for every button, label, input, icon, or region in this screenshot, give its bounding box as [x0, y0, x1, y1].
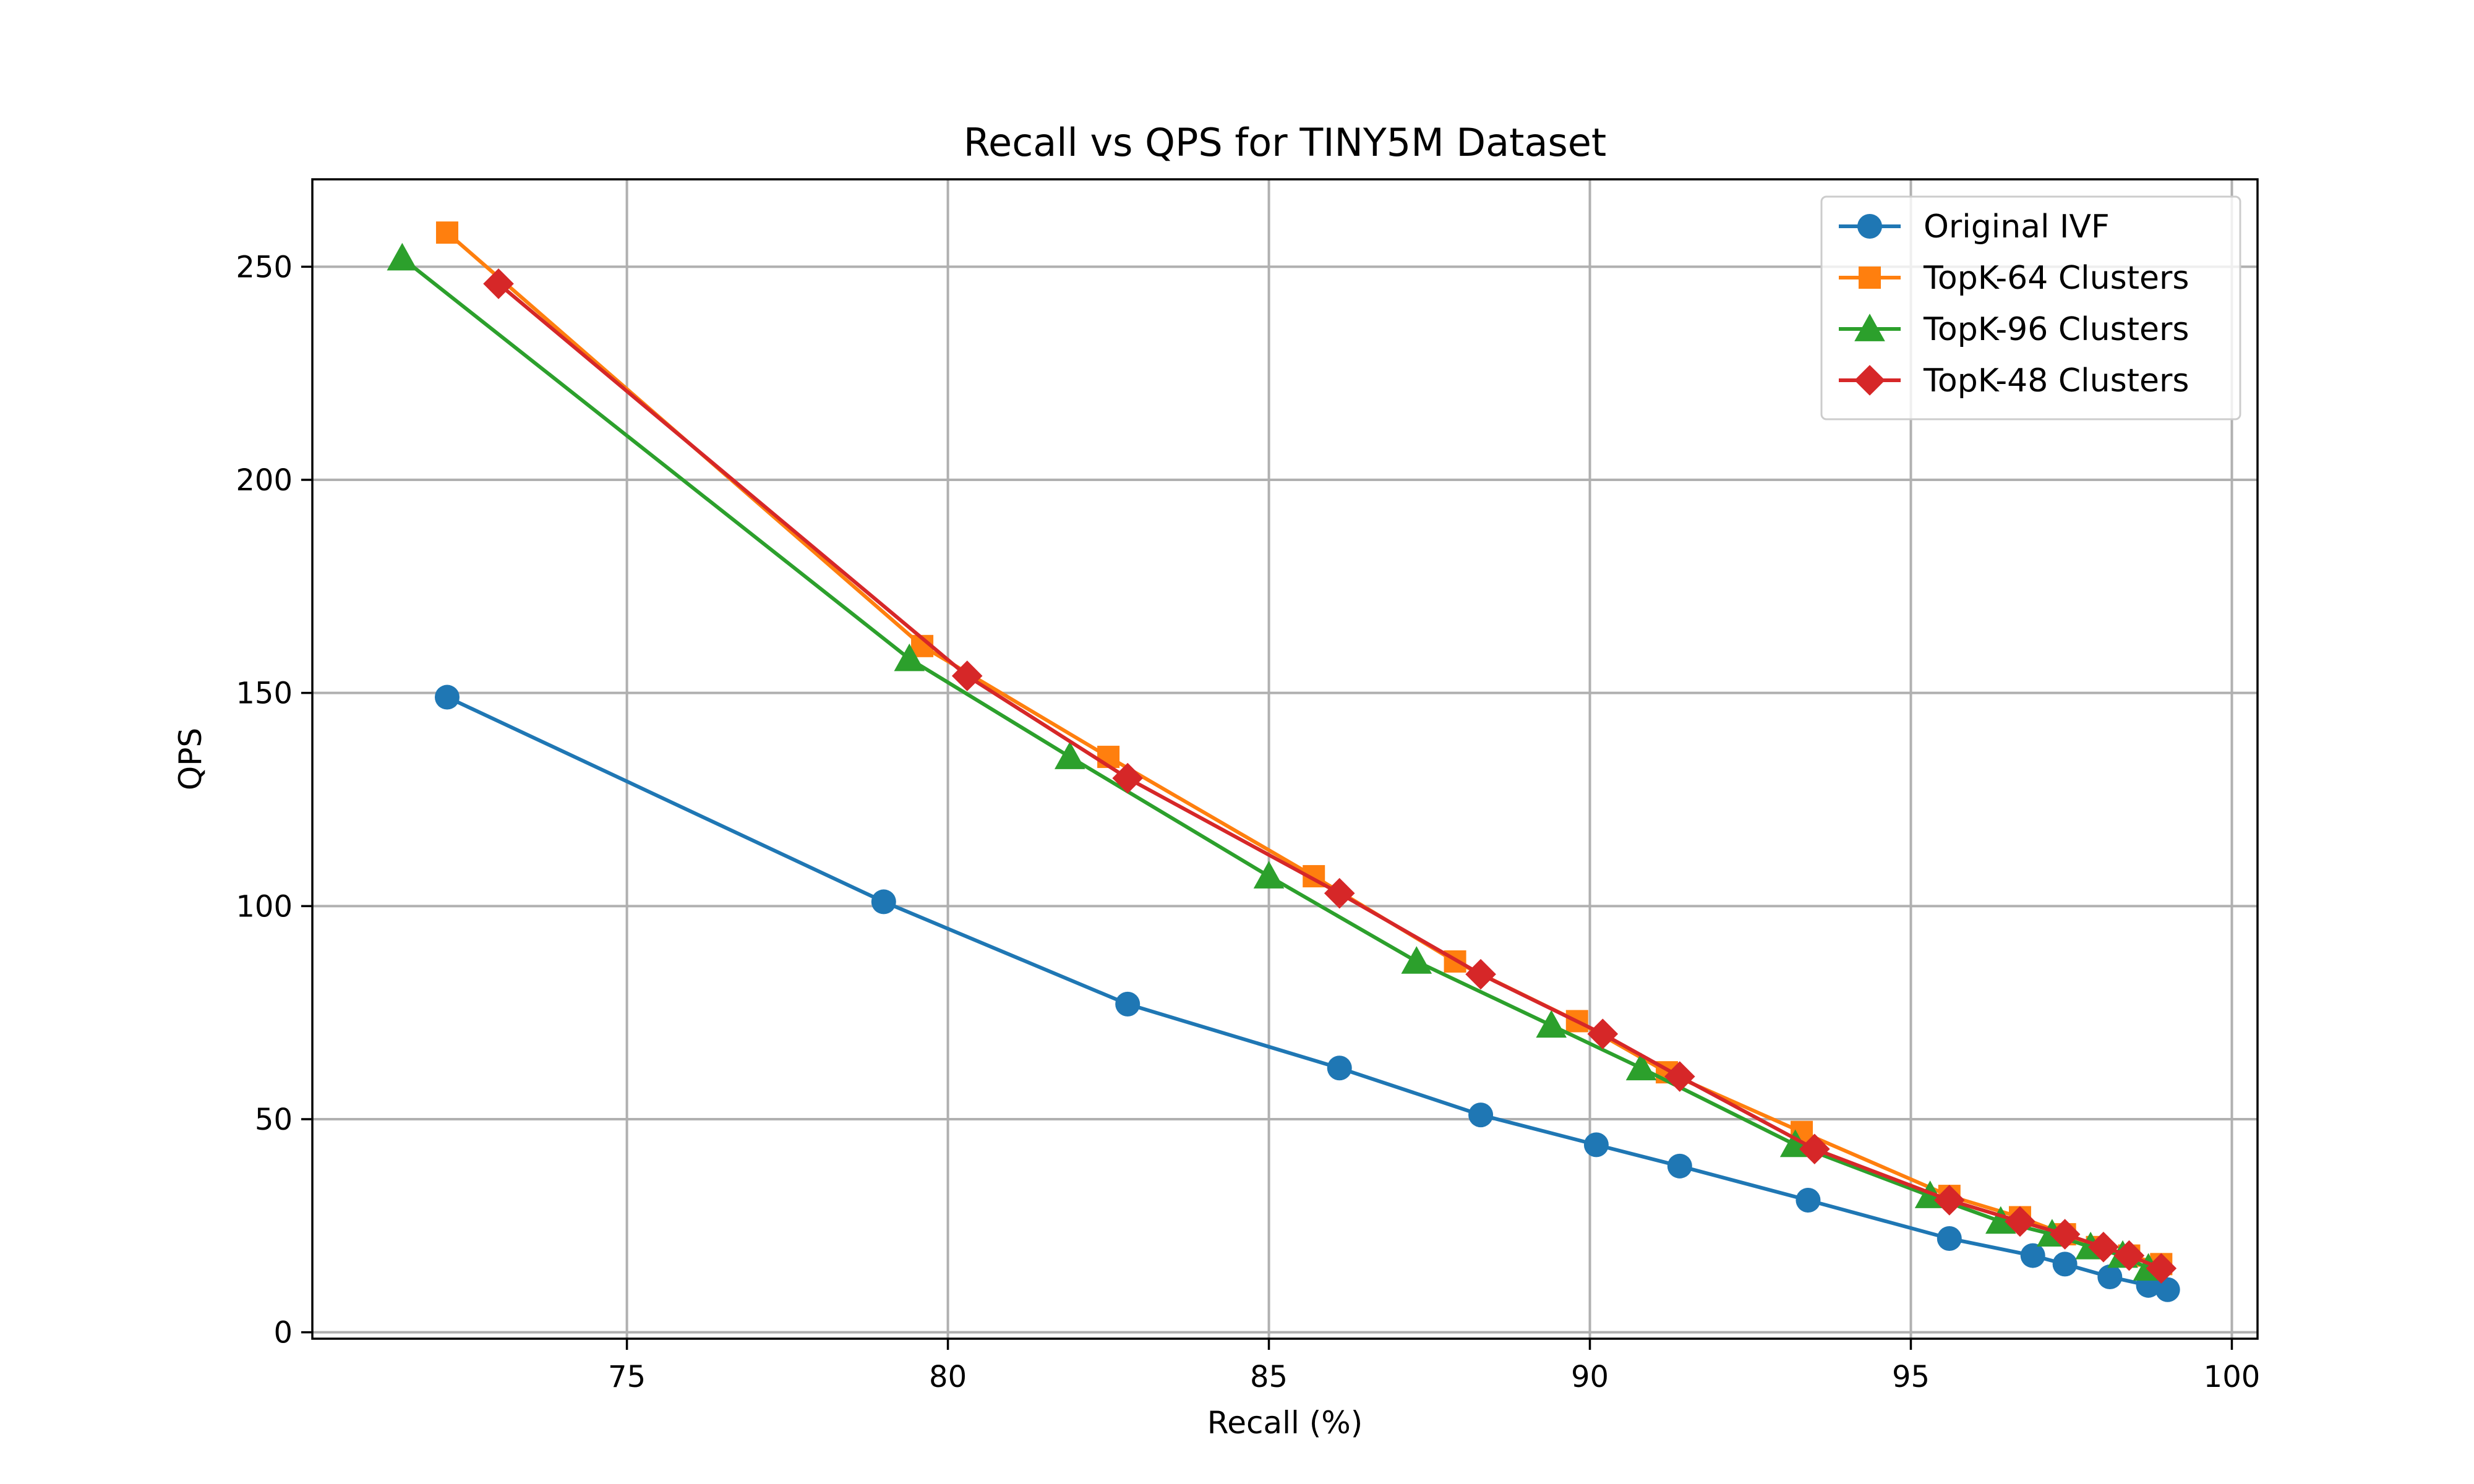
x-tick-label: 80	[929, 1360, 967, 1394]
series-topk-48-clusters	[483, 268, 2177, 1284]
y-tick-label: 200	[236, 463, 293, 498]
circle-marker	[1796, 1187, 1821, 1213]
circle-marker	[2020, 1243, 2045, 1268]
legend-entry: TopK-96 Clusters	[1839, 311, 2189, 348]
y-tick-label: 250	[236, 250, 293, 284]
x-tick-label: 95	[1892, 1360, 1930, 1394]
diamond-marker	[483, 268, 514, 299]
triangle-marker	[1054, 741, 1085, 769]
diamond-marker	[951, 660, 983, 691]
axis-ticks: 75 80 85 90 95 100 0 50 100 150 200 250	[236, 250, 2260, 1394]
legend-label: TopK-64 Clusters	[1923, 260, 2189, 297]
legend-box	[1820, 195, 2241, 420]
diamond-marker	[2049, 1219, 2081, 1250]
legend-label: TopK-48 Clusters	[1923, 362, 2189, 399]
diamond-marker	[1799, 1133, 1830, 1165]
series-line	[445, 694, 2170, 1292]
circle-marker	[434, 684, 460, 710]
legend-label: TopK-96 Clusters	[1923, 311, 2189, 348]
y-tick-label: 50	[255, 1102, 293, 1137]
circle-marker	[2097, 1264, 2123, 1290]
circle-marker	[2052, 1252, 2078, 1277]
series-original-ivf	[434, 684, 2180, 1302]
diamond-marker	[1112, 762, 1144, 794]
triangle-marker	[387, 242, 418, 271]
diamond-marker	[2088, 1231, 2119, 1263]
triangle-marker	[1625, 1052, 1657, 1081]
y-tick-label: 0	[273, 1316, 293, 1350]
plot-series	[387, 221, 2180, 1302]
legend-label: Original IVF	[1924, 208, 2110, 245]
legend-entry: Original IVF	[1839, 208, 2110, 245]
diamond-marker	[2005, 1206, 2035, 1237]
x-tick-label: 90	[1571, 1360, 1609, 1394]
circle-marker	[1327, 1055, 1352, 1081]
plot-area-frame	[311, 178, 2259, 1340]
diamond-marker	[1324, 877, 1355, 909]
diamond-marker	[1664, 1061, 1695, 1092]
chart-title: Recall vs QPS for TINY5M Dataset	[964, 120, 1606, 165]
diamond-marker	[1587, 1018, 1619, 1049]
triangle-marker	[1253, 861, 1285, 889]
x-tick-label: 100	[2204, 1360, 2261, 1394]
circle-marker	[1857, 214, 1882, 239]
legend-entry: TopK-64 Clusters	[1839, 260, 2189, 297]
square-marker	[435, 221, 458, 244]
triangle-marker	[894, 643, 925, 672]
triangle-marker	[1401, 946, 1432, 974]
x-axis-label: Recall (%)	[1207, 1405, 1363, 1441]
circle-marker	[1667, 1153, 1692, 1179]
diamond-marker	[1933, 1185, 1965, 1216]
y-tick-label: 150	[236, 676, 293, 711]
diamond-marker	[2113, 1240, 2145, 1271]
circle-marker	[1937, 1226, 1962, 1252]
circle-marker	[1583, 1132, 1609, 1158]
diamond-marker	[2146, 1253, 2177, 1284]
triangle-marker	[1536, 1010, 1567, 1038]
x-tick-label: 85	[1250, 1360, 1288, 1394]
triangle-marker	[1985, 1206, 2016, 1234]
circle-marker	[1468, 1102, 1494, 1128]
y-axis-label: QPS	[173, 728, 208, 790]
circle-marker	[871, 889, 896, 915]
legend-entry: TopK-48 Clusters	[1839, 362, 2189, 399]
square-marker	[1859, 267, 1881, 289]
y-tick-label: 100	[236, 889, 293, 924]
legend: Original IVF TopK-64 Clusters TopK-96 Clus…	[1820, 195, 2241, 420]
triangle-marker	[1854, 313, 1885, 341]
x-tick-label: 75	[608, 1360, 646, 1394]
circle-marker	[2155, 1277, 2180, 1302]
diamond-marker	[1854, 365, 1885, 396]
circle-marker	[1115, 991, 1141, 1017]
diamond-marker	[1465, 958, 1496, 990]
